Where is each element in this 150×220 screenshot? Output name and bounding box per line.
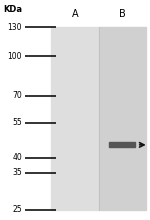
Text: 130: 130 bbox=[8, 23, 22, 32]
Text: 55: 55 bbox=[12, 118, 22, 127]
Text: 25: 25 bbox=[12, 205, 22, 214]
Text: 70: 70 bbox=[12, 92, 22, 101]
Text: A: A bbox=[72, 9, 78, 19]
Bar bbox=[99, 28, 146, 210]
Text: KDa: KDa bbox=[3, 6, 22, 15]
Text: 100: 100 bbox=[8, 52, 22, 61]
Text: B: B bbox=[119, 9, 126, 19]
Text: 40: 40 bbox=[12, 153, 22, 162]
Bar bbox=[109, 143, 135, 147]
Text: 35: 35 bbox=[12, 168, 22, 177]
Bar bbox=[51, 28, 99, 210]
